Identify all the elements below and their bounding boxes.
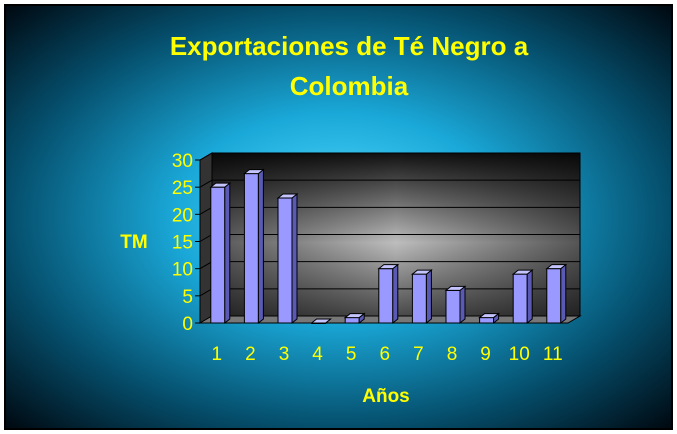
x-tick-label: 3 <box>279 344 290 365</box>
bar-side-10 <box>526 269 533 325</box>
bar-9 <box>479 317 495 324</box>
bar-top-8 <box>444 285 467 291</box>
x-tick-label: 6 <box>380 344 391 365</box>
bar-side-3 <box>291 192 298 325</box>
bar-top-7 <box>410 269 433 275</box>
y-axis-title: TM <box>120 232 147 253</box>
y-tick-label: 0 <box>182 314 193 335</box>
bar-top-9 <box>478 313 501 319</box>
y-tick-label: 15 <box>172 233 193 254</box>
bar-3 <box>277 197 293 324</box>
x-tick-label: 8 <box>447 344 458 365</box>
bar-11 <box>546 268 562 324</box>
chart-title-line-1: Exportaciones de Té Negro a <box>170 31 529 61</box>
bar-1 <box>210 186 226 324</box>
chart-title-line-2: Colombia <box>290 71 409 101</box>
x-tick-label: 4 <box>312 344 323 365</box>
bar-7 <box>411 273 427 324</box>
y-tick-label: 5 <box>182 287 193 308</box>
bar-top-4 <box>310 318 333 324</box>
bar-5 <box>344 317 360 324</box>
y-tick-label: 30 <box>172 151 193 172</box>
x-tick-label: 1 <box>212 344 223 365</box>
bar-6 <box>378 268 394 324</box>
bar-side-1 <box>224 182 231 325</box>
x-tick-label: 10 <box>509 344 530 365</box>
x-tick-label: 5 <box>346 344 357 365</box>
x-tick-label: 11 <box>543 344 563 365</box>
bar-side-7 <box>425 269 432 325</box>
bar-top-2 <box>242 169 265 175</box>
x-tick-label: 9 <box>480 344 491 365</box>
plot-area: 0 5 10 15 20 25 30 1 2 3 4 5 6 7 8 9 10 11 <box>172 151 582 365</box>
bar-side-8 <box>459 285 466 325</box>
bar-top-6 <box>377 264 400 270</box>
bar-side-6 <box>392 263 399 325</box>
y-tick-label: 20 <box>172 205 193 226</box>
bar-top-1 <box>209 182 232 188</box>
chart-border <box>4 4 673 430</box>
bar-side-2 <box>257 168 264 325</box>
gridline <box>199 152 580 161</box>
bar-8 <box>445 289 461 324</box>
bar-top-3 <box>276 193 299 199</box>
x-tick-label: 2 <box>245 344 256 365</box>
bar-top-5 <box>343 313 366 319</box>
x-axis-title: Años <box>362 386 410 407</box>
x-tick-label: 7 <box>413 344 424 365</box>
bar-10 <box>512 273 528 324</box>
gridline <box>199 179 580 188</box>
y-tick-label: 10 <box>172 260 193 281</box>
bar-top-11 <box>545 264 568 270</box>
bar-top-10 <box>511 269 534 275</box>
bar-2 <box>243 173 259 324</box>
bar-side-11 <box>560 263 567 325</box>
y-tick-label: 25 <box>172 178 193 199</box>
